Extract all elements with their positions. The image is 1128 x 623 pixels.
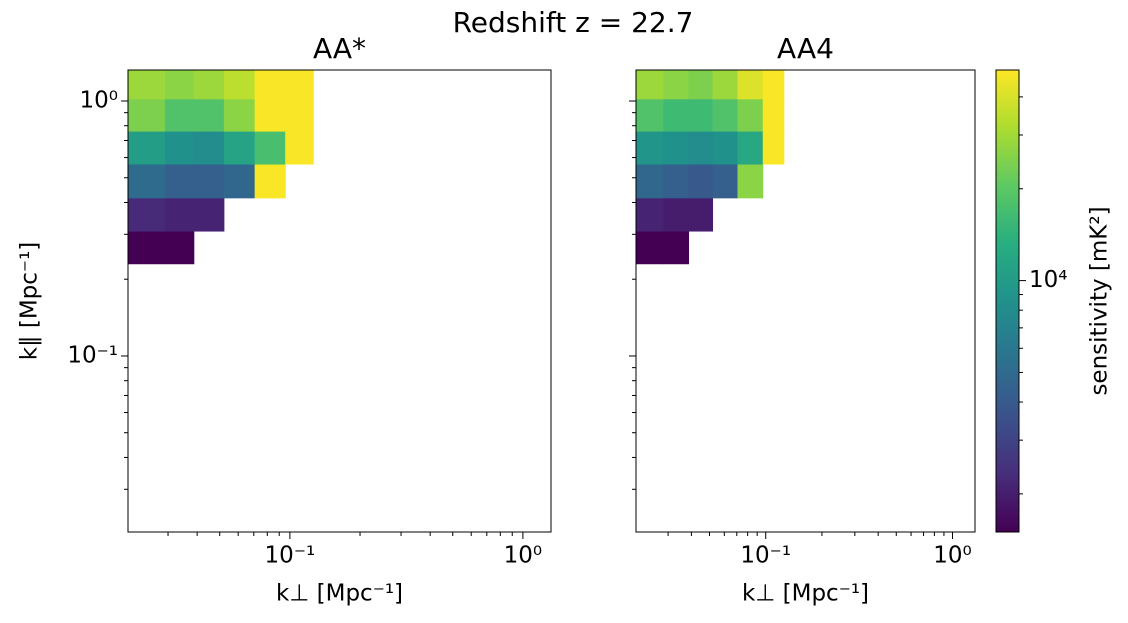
colorbar [995, 69, 1020, 533]
heatmap-cell [193, 131, 225, 165]
heatmap-cell [712, 131, 738, 165]
heatmap-cell [737, 164, 764, 199]
heatmap-cell [712, 98, 738, 132]
heatmap-cell [128, 131, 166, 165]
x-axis-label: k⊥ [Mpc⁻¹] [276, 581, 403, 607]
heatmap-cells [636, 70, 785, 265]
heatmap-cell [688, 164, 714, 199]
heatmap-cell [285, 70, 314, 100]
x-tick-label: 10⁻¹ [740, 543, 791, 569]
y-tick-label: 10⁻¹ [67, 342, 118, 368]
y-axis-label: k∥ [Mpc⁻¹] [17, 242, 43, 361]
heatmap-cell [712, 164, 738, 199]
figure-title: Redshift z = 22.7 [453, 6, 694, 39]
heatmap-cell [688, 197, 714, 232]
colorbar-label: sensitivity [mK²] [1087, 206, 1113, 395]
heatmap-cell [164, 98, 195, 132]
heatmap-cell [164, 131, 195, 165]
heatmap-cell [223, 70, 256, 100]
heatmap-cell [254, 131, 286, 165]
heatmap-cell [762, 131, 785, 165]
heatmap-cell [636, 98, 664, 132]
heatmap-cell [254, 164, 286, 199]
heatmap-cell [128, 98, 166, 132]
heatmap-cell [164, 231, 195, 265]
heatmap-cells [128, 70, 314, 265]
axes-frame [127, 69, 552, 533]
heatmap-cell [737, 131, 764, 165]
heatmap-cell [254, 98, 286, 132]
axes-frame [635, 69, 976, 533]
heatmap-cell [128, 197, 166, 232]
heatmap-cell [636, 164, 664, 199]
heatmap-cell [688, 131, 714, 165]
heatmap-cell [254, 70, 286, 100]
heatmap-cell [737, 70, 764, 100]
heatmap-cell [663, 197, 690, 232]
heatmap-cell [636, 197, 664, 232]
heatmap-cell [223, 164, 256, 199]
colorbar-tick-label: 10⁴ [1029, 267, 1068, 293]
axes-title: AA* [313, 32, 366, 65]
heatmap-cell [128, 70, 166, 100]
y-tick-label: 10⁰ [80, 87, 119, 113]
heatmap-cell [193, 197, 225, 232]
heatmap-cell [762, 98, 785, 132]
heatmap-cell [128, 231, 166, 265]
heatmap-cell [688, 70, 714, 100]
heatmap-cell [762, 70, 785, 100]
heatmap-cell [663, 131, 690, 165]
heatmap-cell [636, 231, 664, 265]
x-tick-label: 10⁻¹ [265, 543, 316, 569]
x-tick-label: 10⁰ [504, 543, 543, 569]
heatmap-cell [663, 164, 690, 199]
heatmap-cell [128, 164, 166, 199]
axes-title: AA4 [777, 32, 834, 65]
heatmap-cell [737, 98, 764, 132]
x-tick-label: 10⁰ [933, 543, 972, 569]
heatmap-cell [164, 197, 195, 232]
heatmap-cell [712, 70, 738, 100]
heatmap-cell [663, 98, 690, 132]
heatmap-cell [663, 231, 690, 265]
heatmap-cell [193, 164, 225, 199]
heatmap-cell [164, 164, 195, 199]
heatmap-cell [193, 98, 225, 132]
heatmap-cell [223, 131, 256, 165]
heatmap-cell [223, 98, 256, 132]
heatmap-cell [164, 70, 195, 100]
heatmap-cell [688, 98, 714, 132]
heatmap-cell [636, 131, 664, 165]
heatmap-cell [285, 98, 314, 132]
heatmap-cell [193, 70, 225, 100]
heatmap-cell [285, 131, 314, 165]
heatmap-cell [663, 70, 690, 100]
heatmap-cell [636, 70, 664, 100]
x-axis-label: k⊥ [Mpc⁻¹] [742, 581, 869, 607]
